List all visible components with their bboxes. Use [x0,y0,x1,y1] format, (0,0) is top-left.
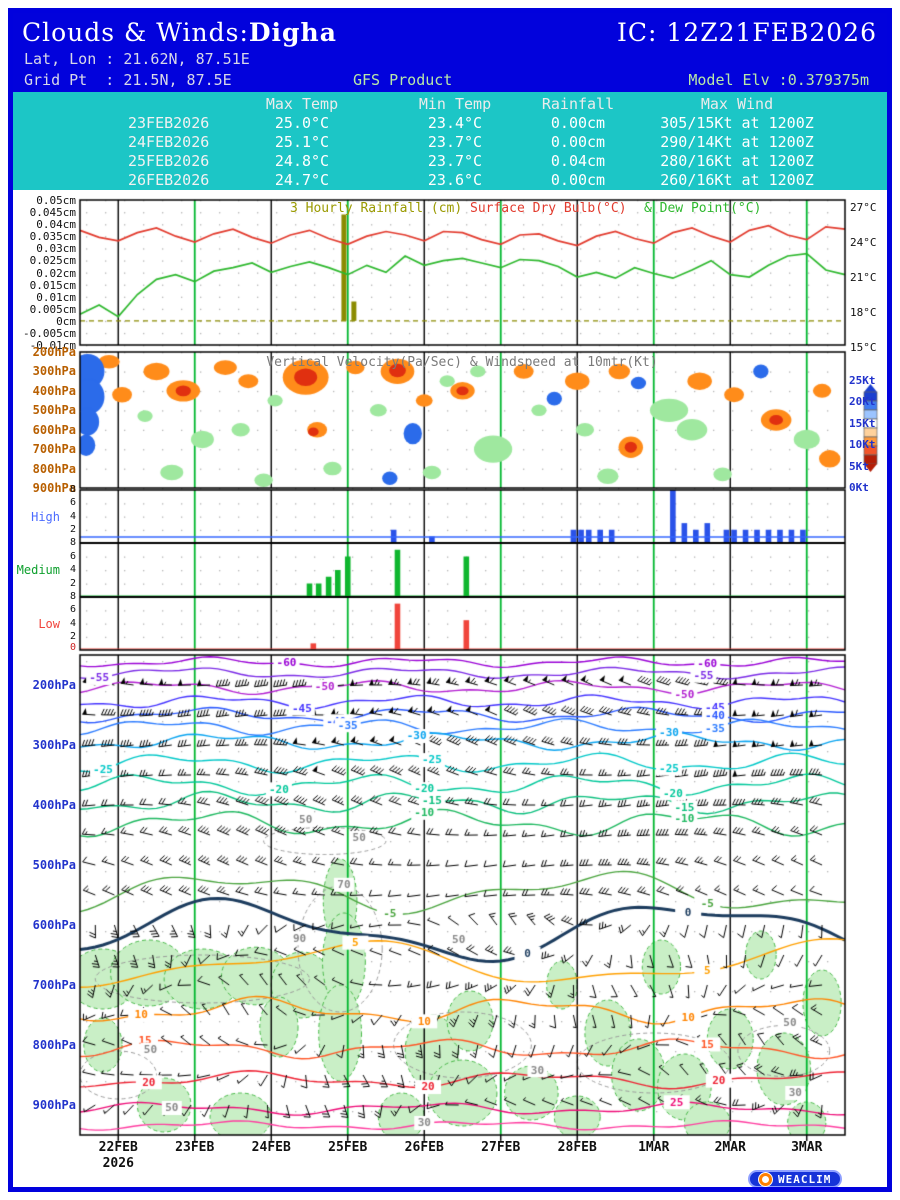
table-cell-rainfall: 0.00cm [550,171,606,189]
table-cell-max-wind: 280/16Kt at 1200Z [660,152,814,170]
table-cell-max-temp: 25.1°C [274,133,330,151]
weaclim-badge: WEACLIM [748,1170,843,1188]
table-cell-max-wind: 305/15Kt at 1200Z [660,114,814,132]
table-cell-max-wind: 290/14Kt at 1200Z [660,133,814,151]
lat-lon-label: Lat, Lon : 21.62N, 87.51E [24,50,250,68]
table-cell-max-temp: 24.7°C [274,171,330,189]
product-label: GFS Product [353,71,453,89]
table-cell-date: 23FEB2026 [128,114,210,132]
page-title: Clouds & Winds:Digha [22,20,337,45]
table-col-header: Max Wind [700,95,774,113]
page-title-prefix: Clouds & Winds: [22,18,249,47]
model-elevation-label: Model Elv :0.379375m [688,71,869,89]
table-cell-min-temp: 23.7°C [427,133,483,151]
table-cell-min-temp: 23.4°C [427,114,483,132]
table-cell-min-temp: 23.7°C [427,152,483,170]
init-condition-label: IC: 12Z21FEB2026 [617,18,877,47]
table-cell-rainfall: 0.04cm [550,152,606,170]
table-cell-date: 26FEB2026 [128,171,210,189]
weaclim-logo-icon [759,1172,772,1186]
table-col-header: Max Temp [265,95,339,113]
table-cell-max-temp: 24.8°C [274,152,330,170]
grid-point-label: Grid Pt : 21.5N, 87.5E [24,71,232,89]
header-band: Clouds & Winds:Digha IC: 12Z21FEB2026 La… [13,13,887,92]
table-col-header: Min Temp [418,95,492,113]
table-cell-max-temp: 25.0°C [274,114,330,132]
station-name: Digha [248,18,337,47]
table-col-header: Rainfall [541,95,615,113]
table-cell-rainfall: 0.00cm [550,133,606,151]
table-cell-date: 24FEB2026 [128,133,210,151]
table-cell-rainfall: 0.00cm [550,114,606,132]
table-cell-min-temp: 23.6°C [427,171,483,189]
daily-forecast-table: Max Temp Min Temp Rainfall Max Wind 23FEB202… [13,92,887,190]
table-cell-max-wind: 260/16Kt at 1200Z [660,171,814,189]
weaclim-label: WEACLIM [778,1172,832,1186]
table-cell-date: 25FEB2026 [128,152,210,170]
